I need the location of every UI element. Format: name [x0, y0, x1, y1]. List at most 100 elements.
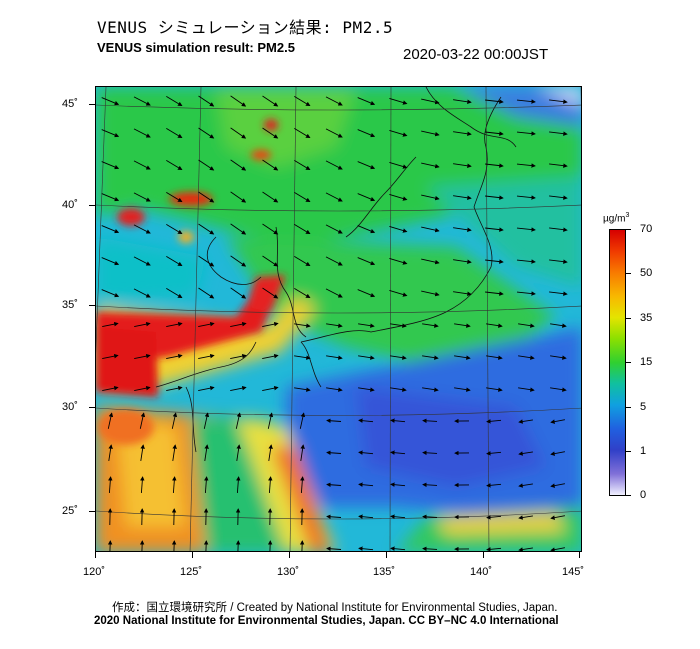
- wind-arrow: [268, 444, 273, 461]
- wind-arrow: [518, 451, 533, 456]
- wind-arrow: [230, 127, 247, 139]
- wind-arrow: [485, 163, 504, 168]
- wind-arrow: [166, 160, 183, 171]
- wind-arrow: [262, 321, 279, 328]
- wind-arrow: [140, 444, 145, 461]
- wind-arrow: [294, 288, 311, 299]
- wind-arrow: [549, 131, 568, 136]
- wind-arrow: [390, 546, 406, 551]
- page-title-jp: VENUS シミュレーション結果: PM2.5: [97, 18, 394, 37]
- wind-arrow: [102, 321, 119, 328]
- wind-arrow: [390, 514, 406, 519]
- wind-arrow: [421, 258, 440, 265]
- wind-arrow: [230, 159, 247, 171]
- wind-arrow: [102, 385, 119, 392]
- lat-label-30: 30˚: [62, 401, 78, 413]
- wind-arrow: [453, 163, 472, 169]
- wind-arrow: [230, 385, 247, 392]
- wind-arrow: [134, 353, 151, 360]
- wind-arrow: [516, 227, 536, 232]
- wind-arrow: [171, 412, 178, 429]
- wind-arrow: [390, 387, 407, 392]
- wind-arrow: [550, 547, 565, 551]
- wind-arrow: [262, 159, 279, 171]
- wind-arrow: [198, 95, 215, 107]
- wind-arrow: [294, 387, 311, 392]
- wind-arrow: [325, 256, 343, 266]
- wind-arrow: [549, 227, 568, 232]
- wind-arrow: [358, 323, 375, 328]
- colorbar-unit: µg/m3: [603, 212, 630, 225]
- wind-arrow: [453, 259, 472, 265]
- wind-arrow: [101, 257, 120, 266]
- wind-arrow: [422, 355, 439, 360]
- wind-arrow: [516, 195, 536, 200]
- wind-arrow: [236, 476, 241, 494]
- wind-arrow: [198, 223, 215, 235]
- wind-arrow: [326, 514, 342, 520]
- lat-tick: [89, 205, 95, 206]
- colorbar-label-70: 70: [640, 223, 653, 235]
- wind-arrow: [325, 288, 343, 298]
- wind-arrow: [107, 540, 113, 551]
- wind-arrow: [294, 355, 311, 360]
- colorbar-tick: [626, 229, 631, 230]
- wind-arrow: [230, 95, 247, 107]
- wind-arrow: [516, 99, 536, 104]
- wind-arrow: [267, 412, 274, 429]
- wind-arrow: [357, 225, 376, 234]
- wind-arrow: [230, 353, 247, 360]
- lat-label-45: 45˚: [62, 98, 78, 110]
- wind-arrow: [326, 418, 342, 424]
- wind-arrow: [198, 127, 215, 139]
- wind-arrow: [133, 192, 151, 202]
- wind-arrow: [230, 191, 247, 203]
- wind-arrow: [421, 194, 440, 201]
- wind-arrow: [453, 195, 472, 201]
- wind-arrow: [357, 129, 376, 138]
- wind-arrow: [325, 192, 343, 202]
- wind-arrow: [358, 546, 374, 551]
- wind-arrow: [230, 287, 247, 299]
- wind-arrow: [549, 163, 568, 168]
- wind-arrow: [101, 193, 120, 202]
- wind-arrow: [198, 353, 215, 360]
- wind-arrow: [389, 225, 408, 233]
- wind-arrow: [325, 96, 343, 106]
- wind-arrow: [166, 224, 183, 235]
- wind-arrow: [486, 515, 502, 520]
- wind-arrow: [389, 161, 408, 169]
- wind-arrow: [390, 355, 407, 360]
- wind-arrow: [101, 161, 120, 170]
- wind-arrow: [172, 444, 177, 461]
- wind-arrow: [550, 387, 567, 392]
- wind-arrow: [326, 355, 343, 360]
- wind-arrow: [326, 323, 343, 328]
- lon-label-120: 120˚: [83, 566, 106, 578]
- wind-arrow: [172, 476, 177, 494]
- wind-arrow: [422, 514, 438, 520]
- lon-tick: [579, 552, 580, 558]
- wind-arrow: [101, 225, 120, 234]
- wind-arrow: [294, 256, 311, 267]
- wind-arrow: [389, 257, 408, 265]
- wind-arrow: [454, 387, 471, 392]
- wind-arrow: [166, 353, 183, 360]
- wind-arrow: [102, 353, 119, 360]
- wind-arrow: [133, 224, 151, 234]
- wind-arrow: [166, 128, 183, 139]
- wind-arrow: [262, 223, 279, 235]
- colorbar-tick: [626, 451, 631, 452]
- wind-arrow: [198, 385, 215, 392]
- wind-arrow: [166, 321, 183, 328]
- wind-arrow: [101, 97, 120, 106]
- wind-arrow: [390, 450, 406, 455]
- wind-arrow: [133, 160, 151, 170]
- wind-arrow: [294, 128, 311, 139]
- wind-arrow: [454, 323, 471, 328]
- wind-arrow: [198, 159, 215, 171]
- wind-arrow: [268, 476, 273, 494]
- wind-arrow: [107, 412, 114, 429]
- wind-arrow: [134, 321, 151, 328]
- wind-arrow: [485, 131, 504, 136]
